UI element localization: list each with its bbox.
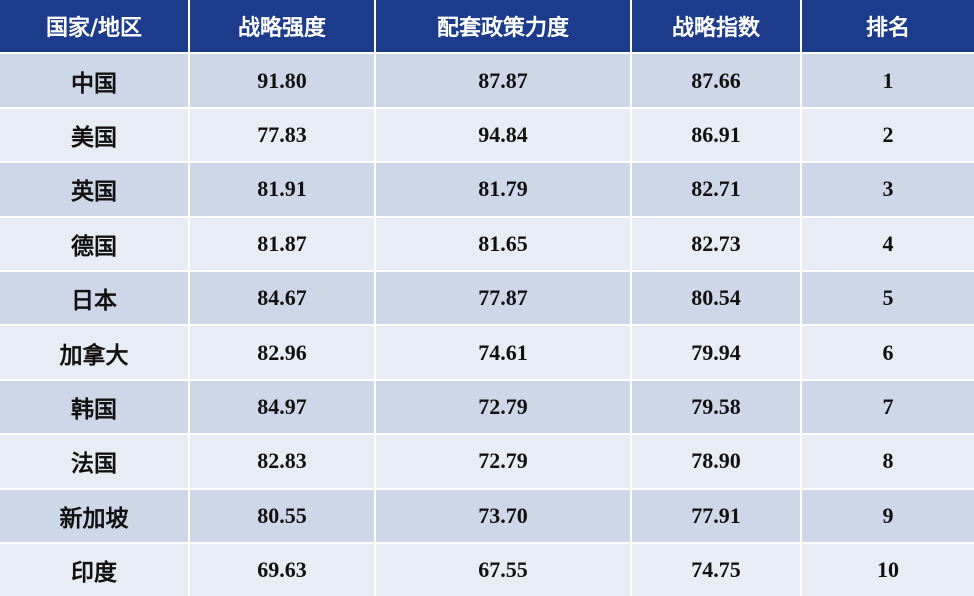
value-cell: 84.97	[190, 380, 374, 434]
value-cell: 77.83	[190, 108, 374, 162]
value-cell: 94.84	[376, 108, 630, 162]
value-cell: 8	[802, 435, 974, 488]
header-cell: 战略指数	[632, 0, 800, 53]
value-cell: 77.87	[376, 271, 630, 325]
value-cell: 86.91	[632, 108, 800, 162]
value-cell: 10	[802, 543, 974, 596]
value-cell: 9	[802, 489, 974, 542]
country-cell: 印度	[0, 543, 188, 596]
country-cell: 英国	[0, 163, 188, 216]
value-cell: 77.91	[632, 489, 800, 542]
value-cell: 87.87	[376, 54, 630, 107]
value-cell: 87.66	[632, 54, 800, 107]
header-cell: 配套政策力度	[376, 0, 630, 53]
value-cell: 80.54	[632, 271, 800, 325]
value-cell: 69.63	[190, 543, 374, 596]
value-cell: 81.65	[376, 217, 630, 270]
value-cell: 80.55	[190, 489, 374, 542]
value-cell: 72.79	[376, 435, 630, 488]
country-cell: 新加坡	[0, 489, 188, 542]
value-cell: 73.70	[376, 489, 630, 542]
country-cell: 日本	[0, 271, 188, 325]
country-cell: 德国	[0, 217, 188, 270]
value-cell: 79.94	[632, 326, 800, 379]
country-cell: 韩国	[0, 380, 188, 434]
value-cell: 1	[802, 54, 974, 107]
value-cell: 82.71	[632, 163, 800, 216]
value-cell: 7	[802, 380, 974, 434]
header-cell: 国家/地区	[0, 0, 188, 53]
value-cell: 81.91	[190, 163, 374, 216]
country-cell: 美国	[0, 108, 188, 162]
value-cell: 5	[802, 271, 974, 325]
value-cell: 74.61	[376, 326, 630, 379]
value-cell: 81.79	[376, 163, 630, 216]
value-cell: 91.80	[190, 54, 374, 107]
value-cell: 2	[802, 108, 974, 162]
header-cell: 战略强度	[190, 0, 374, 53]
country-cell: 加拿大	[0, 326, 188, 379]
value-cell: 6	[802, 326, 974, 379]
value-cell: 79.58	[632, 380, 800, 434]
header-cell: 排名	[802, 0, 974, 53]
value-cell: 3	[802, 163, 974, 216]
value-cell: 67.55	[376, 543, 630, 596]
value-cell: 82.96	[190, 326, 374, 379]
country-cell: 法国	[0, 435, 188, 488]
value-cell: 84.67	[190, 271, 374, 325]
value-cell: 81.87	[190, 217, 374, 270]
value-cell: 74.75	[632, 543, 800, 596]
value-cell: 82.83	[190, 435, 374, 488]
value-cell: 78.90	[632, 435, 800, 488]
value-cell: 72.79	[376, 380, 630, 434]
value-cell: 82.73	[632, 217, 800, 270]
country-cell: 中国	[0, 54, 188, 107]
value-cell: 4	[802, 217, 974, 270]
